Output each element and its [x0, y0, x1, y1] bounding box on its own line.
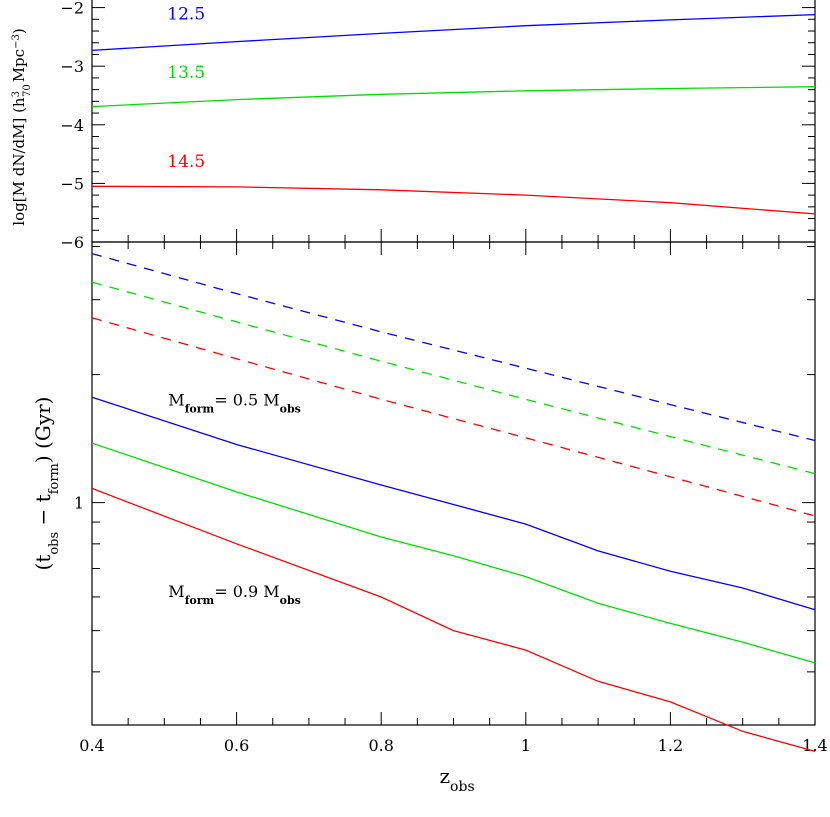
x-tick-label: 0.6 — [224, 736, 249, 755]
bottom-panel-ticks: 0.4 0.6 0.8 1 1.2 1.4 1 — [74, 242, 828, 755]
top-panel: −6 −5 −4 −3 −2 12.5 13.5 14.5 log[M dN/dM] (h3… — [10, 0, 816, 252]
top-series-line-12.5 — [91, 13, 816, 52]
x-tick-label: 1.2 — [658, 736, 683, 755]
top-y-tick-label: −2 — [60, 0, 84, 18]
top-panel-series — [91, 13, 816, 215]
x-tick-label: 0.8 — [368, 736, 393, 755]
bottom-annotation: Mform= 0.5 Mobs — [168, 390, 301, 415]
x-tick-label: 0.4 — [79, 736, 104, 755]
bottom-series-line — [91, 487, 816, 753]
top-series-label-14.5: 14.5 — [167, 152, 205, 172]
x-axis-label: zobs — [440, 764, 475, 795]
bottom-series-line — [91, 442, 816, 664]
x-tick-label: 1 — [521, 736, 531, 755]
top-panel-ticks: −6 −5 −4 −3 −2 — [60, 0, 816, 252]
top-panel-series-labels: 12.5 13.5 14.5 — [167, 4, 205, 172]
top-y-tick-label: −6 — [60, 233, 84, 252]
bottom-series-line — [91, 281, 816, 475]
top-series-line-14.5 — [91, 185, 816, 215]
bottom-panel-series — [91, 252, 816, 753]
top-y-tick-label: −5 — [60, 174, 84, 193]
top-panel-y-axis-label: log[M dN/dM] (h370Mpc−3) — [10, 28, 33, 225]
bottom-annotation: Mform= 0.9 Mobs — [168, 582, 301, 607]
bottom-panel-y-axis-label: (tobs − tform) (Gyr) — [31, 397, 62, 571]
bottom-panel-annotations: Mform= 0.5 Mobs Mform= 0.9 Mobs — [168, 390, 301, 606]
bottom-series-line — [91, 317, 816, 517]
x-tick-label: 1.4 — [802, 736, 827, 755]
bottom-y-tick-label: 1 — [74, 494, 84, 513]
top-y-tick-label: −4 — [60, 116, 84, 135]
top-y-tick-label: −3 — [60, 57, 84, 76]
top-series-label-12.5: 12.5 — [167, 4, 205, 24]
bottom-panel: 0.4 0.6 0.8 1 1.2 1.41 Mform= 0.5 MobsMform= … — [31, 241, 828, 795]
bottom-series-line — [91, 396, 816, 611]
bottom-panel-frame — [91, 241, 816, 726]
top-series-label-13.5: 13.5 — [167, 63, 205, 83]
top-series-line-13.5 — [91, 86, 816, 108]
